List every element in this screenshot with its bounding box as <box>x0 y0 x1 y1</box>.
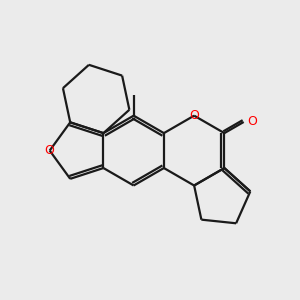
Text: O: O <box>247 116 257 128</box>
Text: O: O <box>189 109 199 122</box>
Text: O: O <box>45 144 55 157</box>
